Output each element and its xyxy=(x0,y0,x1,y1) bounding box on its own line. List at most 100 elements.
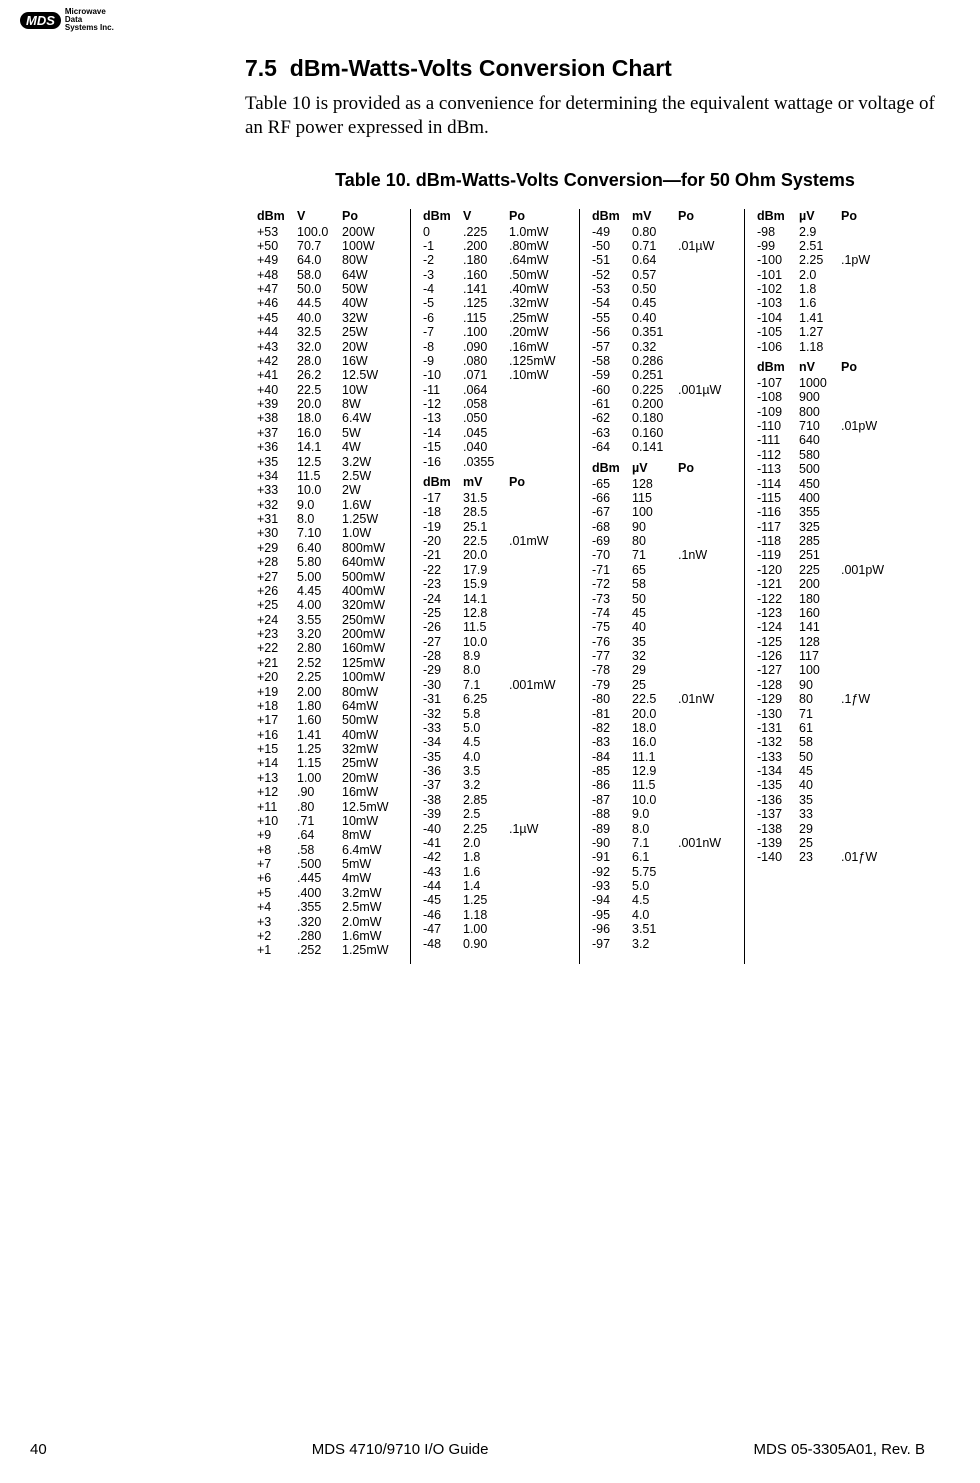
table-row: -117325 xyxy=(757,520,893,534)
table-row: +4332.020W xyxy=(257,340,398,354)
table-row: -288.9 xyxy=(423,649,567,663)
table-row: +3512.53.2W xyxy=(257,455,398,469)
table-row: -116355 xyxy=(757,505,893,519)
table-row: +8.586.4mW xyxy=(257,843,398,857)
table-row: -121200 xyxy=(757,577,893,591)
col-header: Po xyxy=(841,360,893,374)
table-row: -13925 xyxy=(757,836,893,850)
table-row: +131.0020mW xyxy=(257,771,398,785)
table-row: -8411.1 xyxy=(592,750,732,764)
col-header: dBm xyxy=(592,461,632,475)
table-row: -66115 xyxy=(592,491,732,505)
col-header: nV xyxy=(799,360,841,374)
table-row: +6.4454mW xyxy=(257,871,398,885)
table-row: -11.064 xyxy=(423,383,567,397)
table-row: +296.40800mW xyxy=(257,541,398,555)
table-row: -7540 xyxy=(592,620,732,634)
table-row: +3716.05W xyxy=(257,426,398,440)
table-row: -1731.5 xyxy=(423,491,567,505)
table-row: +171.6050mW xyxy=(257,713,398,727)
table-row: -127100 xyxy=(757,663,893,677)
table-row: -412.0 xyxy=(423,836,567,850)
table-row: +181.8064mW xyxy=(257,699,398,713)
table-row: +307.101.0W xyxy=(257,526,398,540)
table-row: +192.0080mW xyxy=(257,685,398,699)
table-row: -530.50 xyxy=(592,282,732,296)
table-row: -8218.0 xyxy=(592,721,732,735)
table-row: -344.5 xyxy=(423,735,567,749)
column-4: dBmµVPo-982.9-992.51-1002.25.1pW-1012.0-… xyxy=(744,209,905,964)
table-row: -8512.9 xyxy=(592,764,732,778)
table-row: -14.045 xyxy=(423,426,567,440)
table-row: -13733 xyxy=(757,807,893,821)
table-row: -441.4 xyxy=(423,879,567,893)
table-row: -7925 xyxy=(592,678,732,692)
table-row: +4964.080W xyxy=(257,253,398,267)
col-header: Po xyxy=(509,475,567,489)
table-row: +4858.064W xyxy=(257,268,398,282)
table-row: +7.5005mW xyxy=(257,857,398,871)
table-row: +285.80640mW xyxy=(257,555,398,569)
table-row: -2120.0 xyxy=(423,548,567,562)
table-row: +141.1525mW xyxy=(257,756,398,770)
table-row: -7732 xyxy=(592,649,732,663)
table-row: -935.0 xyxy=(592,879,732,893)
table-row: +254.00320mW xyxy=(257,598,398,612)
table-row: -373.2 xyxy=(423,778,567,792)
table-row: -12.058 xyxy=(423,397,567,411)
table-row: -325.8 xyxy=(423,707,567,721)
table-row: -7165 xyxy=(592,563,732,577)
table-row: -16.0355 xyxy=(423,455,567,469)
footer-right: MDS 05-3305A01, Rev. B xyxy=(754,1441,925,1458)
table-row: -7258 xyxy=(592,577,732,591)
table-row: -640.141 xyxy=(592,440,732,454)
footer-center: MDS 4710/9710 I/O Guide xyxy=(312,1441,489,1458)
table-row: -954.0 xyxy=(592,908,732,922)
table-row: -8611.5 xyxy=(592,778,732,792)
table-row: -1071000 xyxy=(757,376,893,390)
table-row: -118285 xyxy=(757,534,893,548)
table-row: -520.57 xyxy=(592,268,732,282)
table-row: -363.5 xyxy=(423,764,567,778)
table-row: -2414.1 xyxy=(423,592,567,606)
table-row: -2512.8 xyxy=(423,606,567,620)
table-row: -125128 xyxy=(757,635,893,649)
col-header: dBm xyxy=(423,475,463,489)
col-header: µV xyxy=(799,209,841,223)
table-row: -13258 xyxy=(757,735,893,749)
table-row: -13.050 xyxy=(423,411,567,425)
table-row: +151.2532mW xyxy=(257,742,398,756)
table-row: -925.75 xyxy=(592,865,732,879)
table-row: -431.6 xyxy=(423,865,567,879)
table-row: -1031.6 xyxy=(757,296,893,310)
table-row: -944.5 xyxy=(592,893,732,907)
table-row: -1061.18 xyxy=(757,340,893,354)
column-2: dBmVPo0.2251.0mW-1.200.80mW-2.180.64mW-3… xyxy=(410,209,579,964)
table-row: +9.648mW xyxy=(257,828,398,842)
table-row: -13161 xyxy=(757,721,893,735)
table-row: -298.0 xyxy=(423,663,567,677)
table-row: -316.25 xyxy=(423,692,567,706)
table-row: +3818.06.4W xyxy=(257,411,398,425)
table-row: -112580 xyxy=(757,448,893,462)
table-row: +4750.050W xyxy=(257,282,398,296)
table-row: -2611.5 xyxy=(423,620,567,634)
col-header: dBm xyxy=(757,360,799,374)
table-row: -1021.8 xyxy=(757,282,893,296)
logo-abbrev: MDS xyxy=(20,12,61,29)
table-row: +3920.08W xyxy=(257,397,398,411)
col-header: mV xyxy=(632,209,678,223)
table-row: -65128 xyxy=(592,477,732,491)
table-row: +202.25100mW xyxy=(257,670,398,684)
table-row: -2710.0 xyxy=(423,635,567,649)
col-header: Po xyxy=(841,209,893,223)
table-row: +4126.212.5W xyxy=(257,368,398,382)
table-row: -451.25 xyxy=(423,893,567,907)
table-row: -1041.41 xyxy=(757,311,893,325)
table-row: +318.01.25W xyxy=(257,512,398,526)
body-paragraph: Table 10 is provided as a convenience fo… xyxy=(245,92,945,140)
table-row: +10.7110mW xyxy=(257,814,398,828)
table-row: -5.125.32mW xyxy=(423,296,567,310)
table-row: -124141 xyxy=(757,620,893,634)
table-row: +275.00500mW xyxy=(257,570,398,584)
